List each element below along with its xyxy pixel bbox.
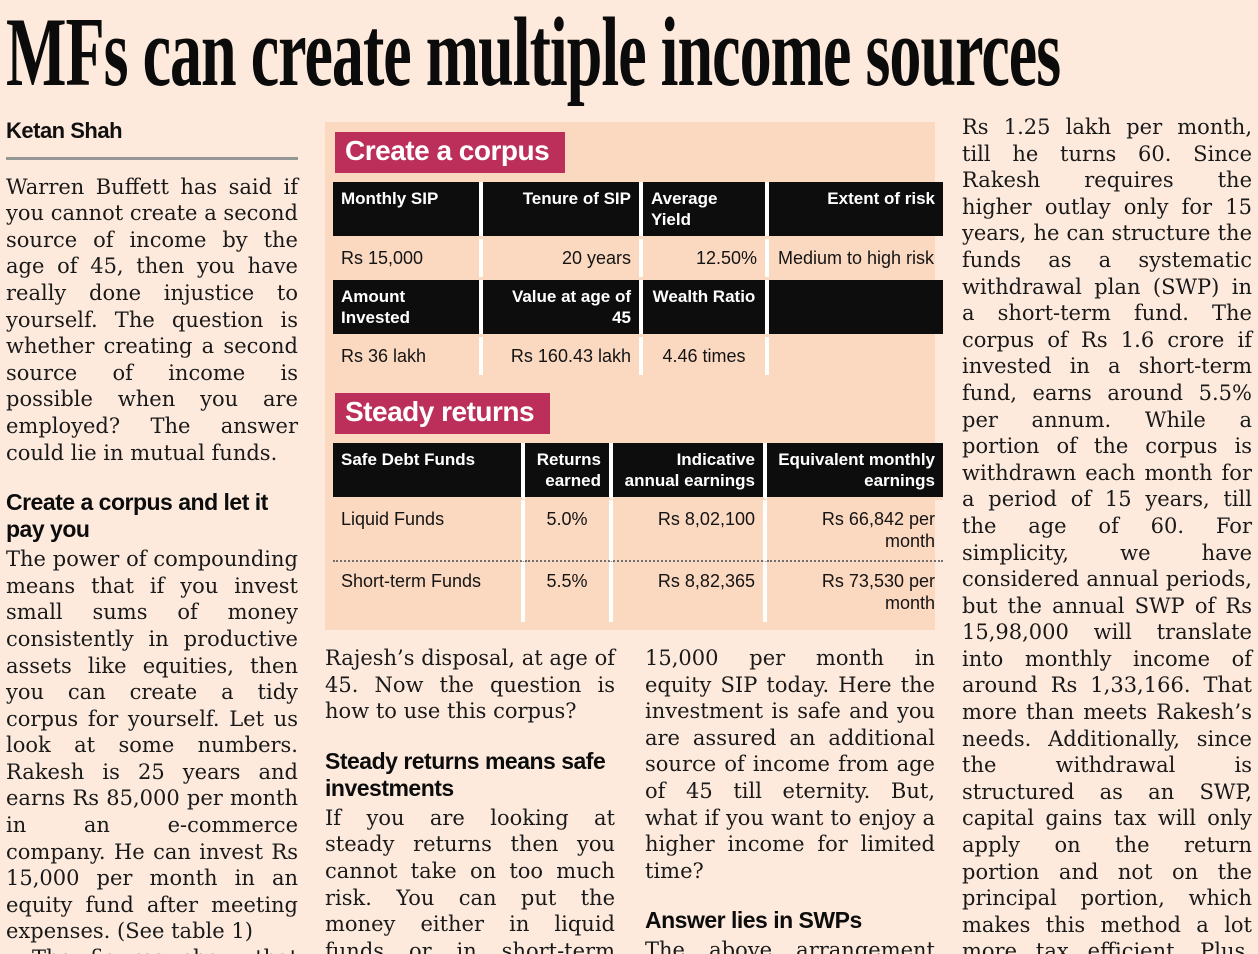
paragraph: The above arrangement would have worked … [645, 938, 935, 954]
table-cell: Rs 36 lakh [333, 337, 483, 375]
table-cell-empty [769, 337, 943, 375]
column-2: Rajesh’s disposal, at age of 45. Now the… [325, 645, 615, 954]
table-cell: Liquid Funds [333, 500, 525, 562]
table-header-cell: Monthly SIP [333, 182, 483, 236]
table-cell: 20 years [483, 239, 643, 277]
section-heading-steady-returns: Steady returns means safe investments [325, 747, 606, 801]
table-cell: Rs 15,000 [333, 239, 483, 277]
table-header-cell: Equivalent monthly earnings [767, 443, 943, 500]
paragraph: 15,000 per month in equity SIP today. He… [645, 646, 935, 883]
byline: Ketan Shah [6, 118, 123, 143]
paragraph: The power of compounding means that if y… [6, 547, 298, 944]
section-heading-create-corpus: Create a corpus and let it pay you [6, 489, 268, 543]
table-cell: Rs 160.43 lakh [483, 337, 643, 375]
table-header-cell: Value at age of 45 [483, 280, 643, 334]
tables-block: Create a corpus Monthly SIP Tenure of SI… [325, 122, 943, 630]
table-cell: 5.0% [525, 500, 613, 562]
article-headline: MFs can create multiple income sources [6, 0, 1061, 108]
table-create-corpus: Monthly SIP Tenure of SIP Average Yield … [333, 182, 943, 375]
table-cell: Medium to high risk [777, 248, 935, 268]
table-header-cell: Indicative annual earnings [613, 443, 767, 500]
table-header-cell: Tenure of SIP [483, 182, 643, 236]
headline-container: MFs can create multiple income sources [0, 0, 1258, 106]
article-columns: Ketan Shah Warren Buffett has said if yo… [0, 106, 1258, 954]
paragraph: If you are looking at steady returns the… [325, 805, 615, 954]
table-cell: Rs 8,82,365 [613, 562, 767, 622]
table-header-cell: Amount Invested [333, 280, 483, 334]
table-cell: Rs 66,842 per month [767, 500, 943, 562]
column-middle: Create a corpus Monthly SIP Tenure of SI… [325, 114, 943, 954]
section-heading-answer-swps: Answer lies in SWPs [645, 907, 862, 934]
paragraph: Warren Buffett has said if you cannot cr… [6, 174, 298, 465]
table-cell: 4.46 times [643, 337, 769, 375]
table-cell: 12.50% [643, 239, 769, 277]
table-header-cell: Average Yield [643, 182, 769, 236]
table-cell: 5.5% [525, 562, 613, 622]
byline-divider [6, 156, 298, 160]
table-cell: Short-term Funds [333, 562, 525, 622]
column-3: 15,000 per month in equity SIP today. He… [645, 645, 935, 954]
table-cell: Rs 73,530 per month [821, 571, 935, 613]
paragraph: Rajesh’s disposal, at age of 45. Now the… [325, 646, 615, 724]
table-cell: Rs 8,02,100 [613, 500, 767, 562]
middle-text-columns: Rajesh’s disposal, at age of 45. Now the… [325, 645, 935, 954]
table-header-cell-empty [769, 280, 943, 334]
table-title-create-corpus: Create a corpus [335, 132, 566, 173]
column-1: Ketan Shah Warren Buffett has said if yo… [6, 114, 298, 954]
column-4: Rs 1.25 lakh per month, till he turns 60… [962, 114, 1252, 954]
table-steady-returns: Safe Debt Funds Returns earned Indicativ… [333, 443, 943, 622]
table-header-cell: Returns earned [525, 443, 613, 500]
table-header-cell: Extent of risk [769, 182, 943, 236]
table-header-cell: Safe Debt Funds [333, 443, 525, 500]
paragraph: Rs 1.25 lakh per month, till he turns 60… [962, 115, 1252, 954]
table-header-cell: Wealth Ratio [643, 280, 769, 334]
table-title-steady-returns: Steady returns [335, 393, 551, 434]
